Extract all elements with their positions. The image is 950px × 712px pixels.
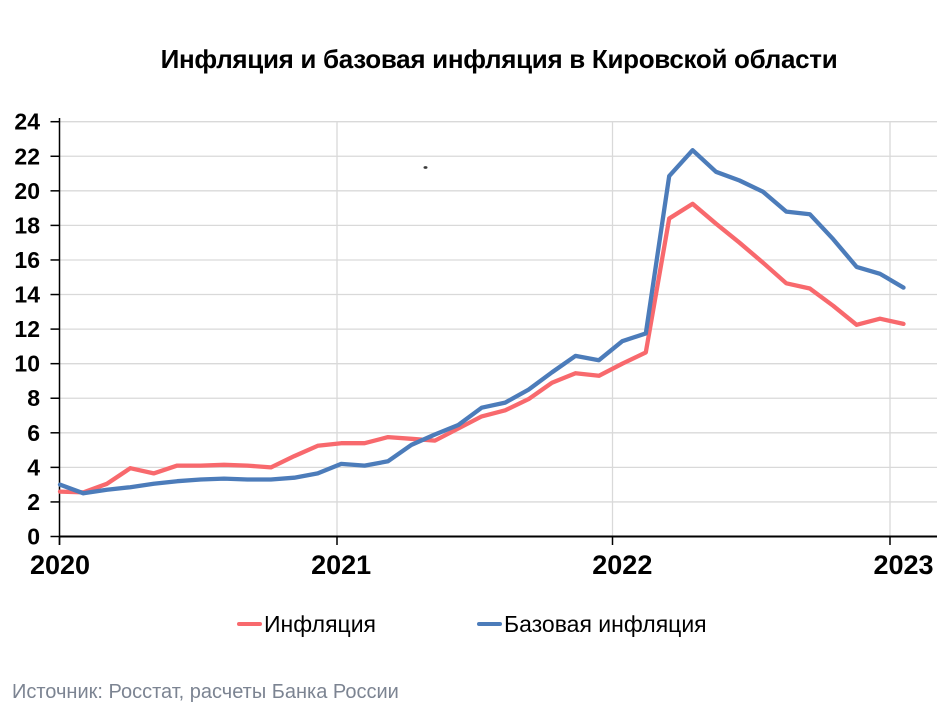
y-axis-label-0: 0	[27, 524, 40, 550]
y-axis-label-16: 16	[14, 247, 40, 273]
y-axis-label-8: 8	[27, 385, 40, 411]
legend-item-inflation: Инфляция	[237, 609, 376, 639]
x-axis-label-2023: 2023	[873, 550, 933, 580]
core-inflation-line-swatch	[477, 621, 502, 627]
y-axis-label-22: 22	[14, 143, 40, 169]
y-axis-label-14: 14	[14, 282, 40, 308]
legend-label-inflation: Инфляция	[264, 610, 377, 637]
chart-legend: Инфляция Базовая инфляция	[0, 609, 950, 639]
inflation-line	[57, 201, 906, 495]
y-axis-label-2: 2	[27, 489, 40, 515]
y-axis-label-6: 6	[27, 420, 40, 446]
y-axis-label-10: 10	[14, 351, 40, 377]
legend-label-core-inflation: Базовая инфляция	[504, 610, 707, 637]
y-axis-label-24: 24	[14, 109, 40, 135]
x-axis-label-2022: 2022	[592, 550, 652, 580]
legend-item-core-inflation: Базовая инфляция	[477, 609, 707, 639]
y-axis-label-20: 20	[14, 178, 40, 204]
inflation-line-swatch	[237, 621, 262, 627]
y-axis-label-18: 18	[14, 212, 40, 238]
chart-title: Инфляция и базовая инфляция в Кировской …	[160, 44, 838, 74]
y-axis-label-4: 4	[27, 454, 40, 480]
core-inflation-line	[57, 148, 906, 496]
source-note: Источник: Росстат, расчеты Банка России	[12, 681, 399, 703]
y-axis-label-12: 12	[14, 316, 40, 342]
x-axis-label-2020: 2020	[30, 550, 90, 580]
x-axis-label-2021: 2021	[311, 550, 371, 580]
artifact-dot	[423, 166, 428, 169]
